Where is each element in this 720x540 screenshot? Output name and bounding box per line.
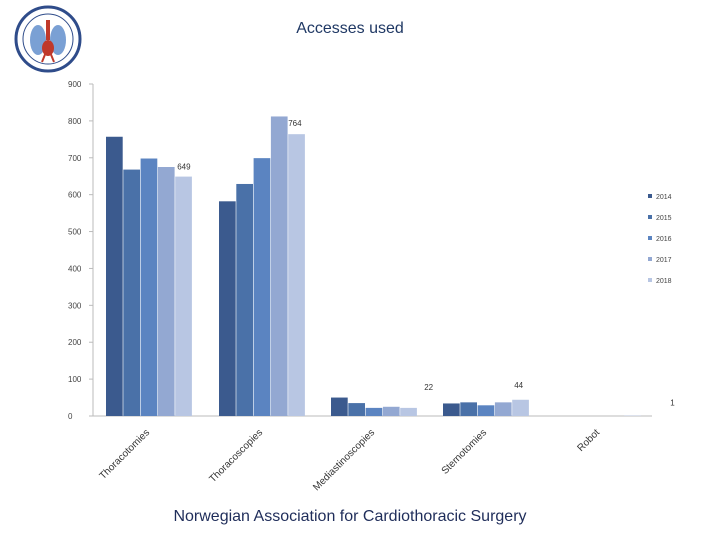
- bar-2015-mediastinoscopies: [348, 403, 365, 416]
- bar-2018-thoracoscopies: [288, 134, 305, 416]
- data-label: 649: [177, 163, 191, 172]
- category-label: Sternotomies: [440, 427, 489, 476]
- y-tick-label: 800: [68, 117, 82, 126]
- bar-2014-sternotomies: [443, 403, 460, 416]
- data-label: 1: [670, 399, 675, 408]
- data-label: 764: [288, 119, 302, 128]
- y-tick-label: 900: [68, 80, 82, 89]
- legend-label: 2016: [656, 236, 672, 243]
- legend-label: 2015: [656, 215, 672, 222]
- legend-swatch: [648, 278, 652, 282]
- bar-2017-mediastinoscopies: [382, 406, 400, 416]
- bar-2016-mediastinoscopies: [365, 407, 383, 416]
- bar-2015-sternotomies: [460, 402, 477, 416]
- bar-2014-thoracoscopies: [219, 201, 236, 416]
- bar-2014-mediastinoscopies: [331, 397, 348, 416]
- bar-2015-thoracotomies: [123, 169, 140, 416]
- bar-2014-thoracotomies: [106, 136, 123, 417]
- bar-2016-thoracotomies: [140, 158, 158, 416]
- bar-2016-thoracoscopies: [253, 158, 271, 416]
- bar-2017-sternotomies: [494, 402, 512, 416]
- y-tick-label: 0: [68, 412, 73, 421]
- legend-label: 2018: [656, 278, 672, 285]
- legend-swatch: [648, 194, 652, 198]
- bar-2015-thoracoscopies: [236, 183, 253, 416]
- bar-2018-mediastinoscopies: [400, 407, 417, 416]
- category-label: Thoracoscopies: [207, 427, 265, 485]
- y-tick-label: 600: [68, 191, 82, 200]
- y-tick-label: 400: [68, 264, 82, 273]
- bar-2018-sternotomies: [512, 399, 529, 416]
- bar-2017-thoracoscopies: [270, 116, 288, 416]
- category-label: Robot: [575, 427, 602, 454]
- y-tick-label: 200: [68, 338, 82, 347]
- legend-label: 2017: [656, 257, 672, 264]
- bar-2016-sternotomies: [477, 405, 495, 416]
- y-tick-label: 500: [68, 228, 82, 237]
- data-label: 44: [514, 381, 523, 390]
- y-tick-label: 700: [68, 154, 82, 163]
- category-label: Mediastinoscopies: [311, 427, 377, 493]
- y-tick-label: 300: [68, 301, 82, 310]
- footer-text: Norwegian Association for Cardiothoracic…: [173, 508, 527, 525]
- legend-swatch: [648, 257, 652, 261]
- bar-2017-thoracotomies: [157, 167, 175, 416]
- chart-title: Accesses used: [296, 20, 404, 37]
- category-label: Thoracotomies: [98, 427, 153, 482]
- legend-swatch: [648, 215, 652, 219]
- legend-label: 2014: [656, 194, 672, 201]
- bar-2018-thoracotomies: [175, 176, 192, 416]
- data-label: 22: [424, 383, 433, 392]
- y-tick-label: 100: [68, 375, 82, 384]
- association-logo: [8, 4, 88, 74]
- legend-swatch: [648, 236, 652, 240]
